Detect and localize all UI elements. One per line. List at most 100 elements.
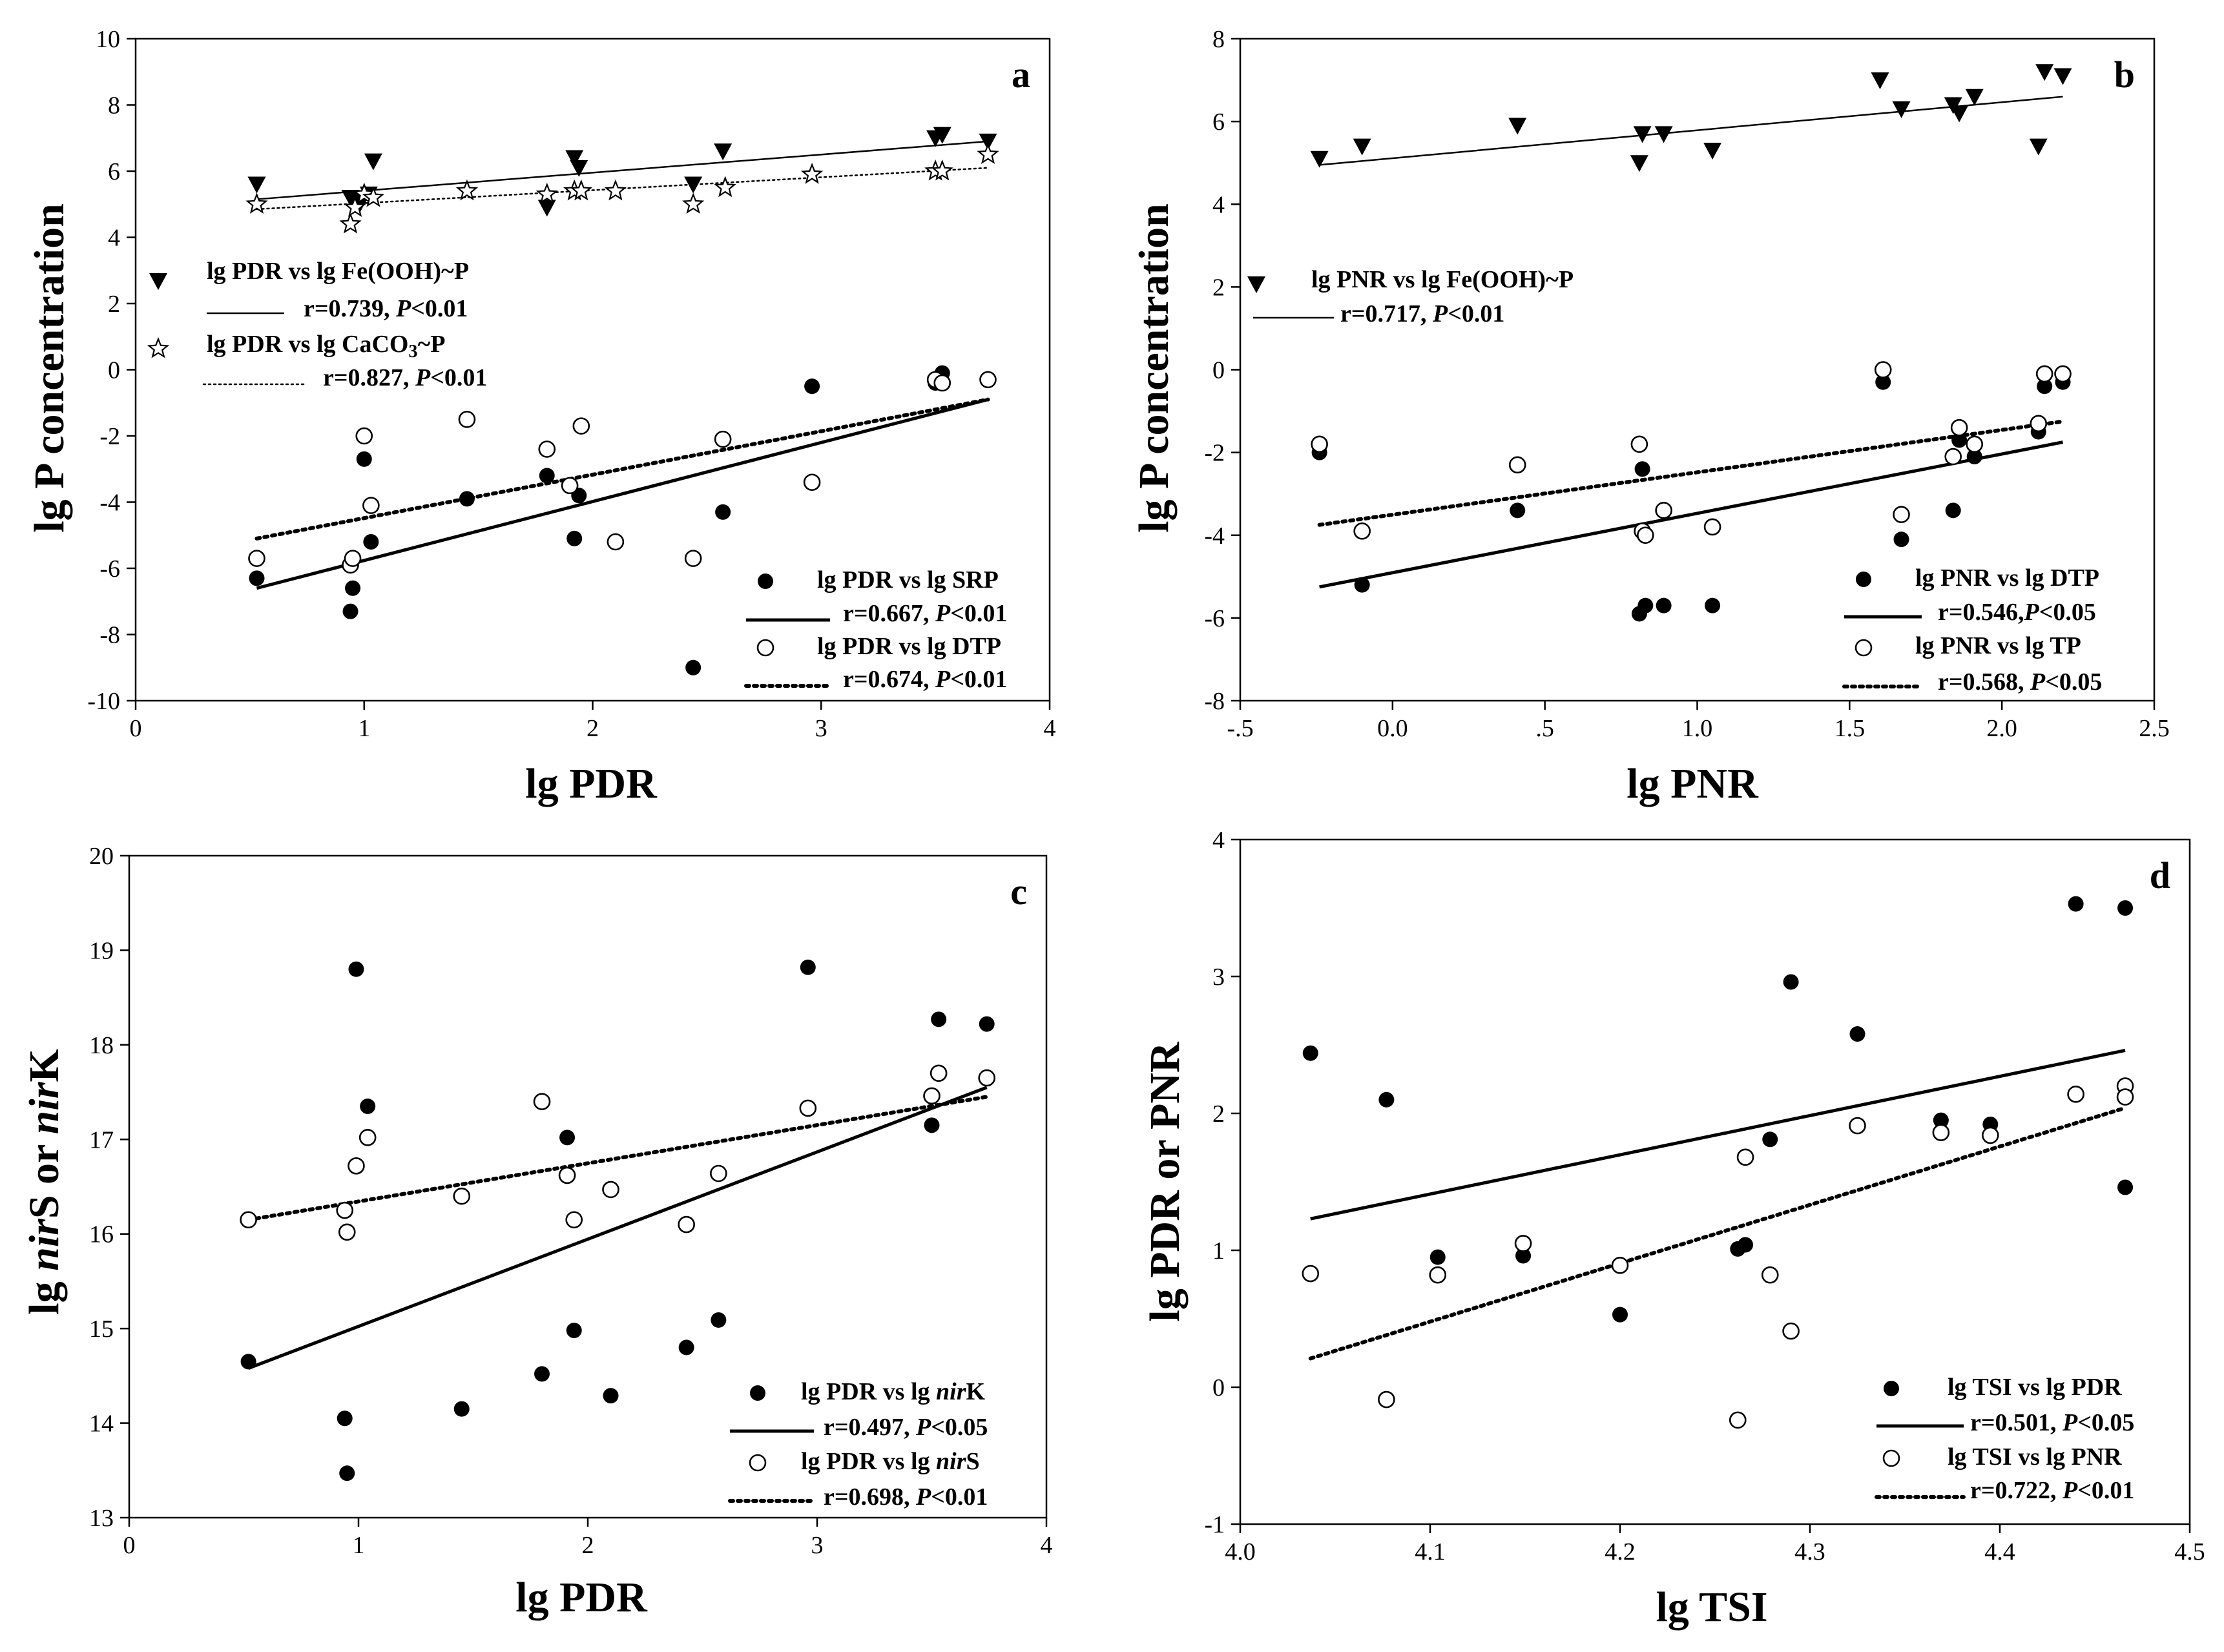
series-0 — [240, 959, 995, 1482]
data-point — [1703, 142, 1722, 160]
panel-a: 0 1 2 3 4 -10 -8 -6 -4 -2 0 2 4 6 8 10 lg PDR lg P concen… — [26, 26, 1056, 807]
y-tick-label: 8 — [1212, 26, 1225, 53]
legend-label: lg PDR vs lg nirS — [801, 1448, 980, 1475]
data-point — [2117, 900, 2134, 916]
data-point — [249, 570, 265, 586]
data-point — [558, 1166, 576, 1184]
data-point — [607, 533, 625, 551]
regression-line — [256, 140, 988, 200]
data-point — [570, 160, 588, 177]
data-point — [714, 430, 732, 448]
data-point — [1311, 435, 1328, 453]
data-point — [248, 550, 265, 567]
data-point — [1656, 597, 1672, 614]
data-point — [1630, 435, 1648, 453]
series-0 — [1310, 64, 2072, 172]
data-point — [453, 1401, 470, 1417]
y-tick-label: 4 — [1212, 191, 1225, 218]
data-point — [1515, 1248, 1532, 1264]
y-tick-label: 0 — [108, 357, 120, 384]
y-tick-label: -4 — [1204, 522, 1225, 550]
legend-label: lg PNR vs lg TP — [1915, 632, 2081, 659]
x-tick-label: 4.5 — [2174, 1538, 2205, 1565]
data-point — [1966, 435, 1984, 453]
x-tick-label: 1 — [358, 715, 370, 742]
legend-entry: lg PDR vs lg SRP r=0.667, P<0.01 — [746, 566, 1007, 627]
series-2 — [1311, 361, 2072, 544]
x-tick-label: 2.0 — [1986, 715, 2017, 742]
data-point — [1634, 461, 1650, 477]
data-point — [339, 1465, 355, 1482]
legend-stat: r=0.667, P<0.01 — [843, 600, 1007, 627]
data-point — [604, 179, 627, 201]
legend-label: lg TSI vs lg PDR — [1948, 1374, 2122, 1401]
data-point — [931, 160, 953, 181]
data-point — [1703, 518, 1721, 536]
data-point — [1508, 456, 1526, 474]
x-tick-label: 0 — [123, 1532, 136, 1559]
regression-line — [246, 1095, 989, 1222]
data-point — [2053, 68, 2072, 85]
series-3 — [248, 371, 997, 574]
data-point — [364, 153, 382, 170]
x-tick-label: 1.5 — [1834, 715, 1865, 742]
regression-line — [1319, 96, 2063, 166]
data-point — [539, 468, 555, 484]
data-point — [1611, 1257, 1629, 1274]
panel-label: d — [2150, 854, 2170, 896]
data-point — [362, 497, 380, 514]
legend-marker — [749, 1454, 767, 1472]
y-tick-label: 10 — [96, 26, 120, 53]
data-point — [799, 1099, 817, 1117]
data-point — [978, 1069, 995, 1087]
legend-label: lg TSI vs lg PNR — [1948, 1443, 2122, 1471]
series-1 — [1302, 1077, 2134, 1429]
x-axis-label: lg PDR — [515, 1574, 648, 1621]
legend-entry: lg PNR vs lg TP r=0.568, P<0.05 — [1842, 632, 2102, 696]
data-point — [1514, 1235, 1532, 1252]
series-0 — [1302, 896, 2134, 1323]
x-axis-label: lg TSI — [1656, 1584, 1767, 1631]
legend-stat: r=0.698, P<0.01 — [824, 1483, 988, 1511]
data-point — [1354, 577, 1370, 593]
y-tick-label: -2 — [99, 423, 120, 450]
data-point — [1378, 1091, 1395, 1108]
data-point — [240, 1211, 257, 1229]
data-point — [800, 163, 824, 184]
legend-marker — [149, 273, 167, 290]
data-point — [1944, 448, 1962, 466]
y-tick-label: -1 — [1204, 1511, 1225, 1538]
legend-label: lg PDR vs lg DTP — [817, 633, 1001, 660]
legend-stat: r=0.501, P<0.05 — [1970, 1409, 2134, 1436]
data-point — [800, 959, 816, 975]
data-point — [678, 1215, 695, 1234]
y-tick-label: 18 — [89, 1032, 114, 1059]
data-point — [1874, 361, 1892, 378]
data-point — [1736, 1148, 1754, 1166]
legend-stat: r=0.717, P<0.01 — [1340, 300, 1504, 327]
data-point — [1378, 1390, 1395, 1409]
data-point — [602, 1181, 619, 1199]
data-point — [2116, 1088, 2134, 1106]
x-tick-label: 4 — [1044, 715, 1056, 742]
data-point — [1982, 1126, 1999, 1144]
legend-entry: lg TSI vs lg PNR r=0.722, P<0.01 — [1875, 1443, 2134, 1504]
data-point — [930, 1064, 948, 1082]
data-point — [1871, 72, 1889, 90]
data-point — [685, 659, 701, 676]
series-1 — [245, 143, 999, 234]
data-point — [342, 603, 359, 619]
data-point — [538, 440, 556, 458]
data-point — [977, 143, 999, 164]
regression-line — [256, 398, 989, 590]
panel-label: a — [1012, 54, 1030, 96]
legend-marker — [1855, 639, 1873, 657]
data-point — [1875, 374, 1891, 390]
data-point — [678, 1339, 694, 1356]
data-point — [979, 371, 997, 389]
data-point — [570, 179, 592, 201]
plot-frame — [1239, 838, 2191, 1525]
x-tick-label: 0 — [130, 715, 142, 742]
y-axis-label: lg P concentration — [26, 203, 73, 533]
x-tick-label: 4 — [1041, 1532, 1053, 1559]
